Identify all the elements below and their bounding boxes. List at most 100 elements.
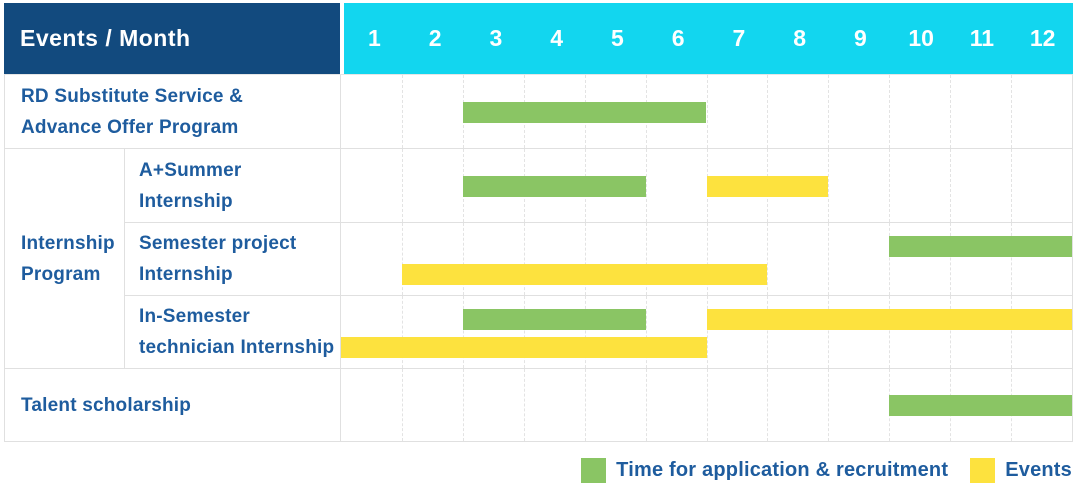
month-label-9: 9 — [853, 25, 867, 51]
month-gridline — [645, 296, 647, 368]
month-label-11: 11 — [969, 25, 995, 51]
row-label: In-Semester technician Internship — [125, 296, 341, 368]
group-label-line: Internship — [21, 232, 115, 254]
month-gridline — [828, 223, 830, 295]
month-gridline — [950, 149, 952, 222]
row-label: RD Substitute Service & Advance Offer Pro… — [5, 75, 341, 148]
month-gridline — [1011, 223, 1013, 295]
month-gridline — [767, 223, 769, 295]
month-gridline — [889, 296, 891, 368]
month-label-3: 3 — [489, 25, 503, 51]
row-chart — [341, 223, 1072, 295]
month-gridline — [828, 149, 830, 222]
yellow-bar — [706, 309, 1072, 330]
group-label: Internship Program — [5, 149, 125, 368]
legend-label: Time for application & recruitment — [616, 459, 949, 481]
month-gridline — [1011, 149, 1013, 222]
month-label-12: 12 — [1029, 25, 1056, 51]
month-label-4: 4 — [550, 25, 564, 51]
month-label-5: 5 — [610, 25, 624, 51]
yellow-bar — [706, 175, 829, 197]
yellow-bar — [341, 337, 707, 358]
month-gridline — [828, 369, 830, 441]
gantt-body: RD Substitute Service & Advance Offer Pro… — [4, 74, 1073, 442]
month-gridline — [706, 223, 708, 295]
row-label-line: RD Substitute Service & — [21, 85, 244, 107]
month-gridline — [462, 369, 464, 441]
month-gridline — [767, 296, 769, 368]
month-gridline — [889, 75, 891, 148]
month-gridline — [584, 223, 586, 295]
table-row: A+Summer Internship — [125, 149, 1072, 222]
group-subrows: A+Summer Internship Semester project Intern… — [125, 149, 1072, 368]
month-gridline — [1011, 296, 1013, 368]
month-label-2: 2 — [428, 25, 442, 51]
row-label-line: Internship — [139, 264, 233, 285]
green-bar — [462, 101, 707, 123]
month-gridline — [523, 223, 525, 295]
row-chart — [341, 296, 1072, 368]
row-label: Semester project Internship — [125, 223, 341, 295]
group-label-line: Program — [21, 263, 101, 285]
month-label-8: 8 — [793, 25, 807, 51]
month-gridline — [889, 149, 891, 222]
legend-yellow-swatch — [970, 458, 996, 483]
month-gridline — [889, 223, 891, 295]
internship-program-group: Internship Program A+Summer Internship Semes… — [5, 148, 1072, 368]
legend: Time for application & recruitment Events — [581, 458, 1072, 483]
month-gridline — [523, 369, 525, 441]
legend-green-swatch — [581, 458, 607, 483]
row-label: Talent scholarship — [5, 369, 341, 441]
month-gridline — [950, 223, 952, 295]
month-label-6: 6 — [671, 25, 685, 51]
month-gridline — [706, 296, 708, 368]
green-bar — [462, 309, 646, 330]
month-label-10: 10 — [908, 25, 934, 51]
gantt-table: Events / Month 1 2 3 4 5 6 7 8 9 10 11 12 RD Substi… — [4, 3, 1073, 442]
green-bar — [889, 395, 1072, 416]
month-gridline — [706, 369, 708, 441]
legend-item: Time for application & recruitment — [581, 458, 948, 483]
row-chart — [341, 369, 1072, 441]
month-gridline — [401, 296, 403, 368]
month-gridline — [584, 296, 586, 368]
month-gridline — [645, 223, 647, 295]
legend-label: Events — [1005, 459, 1072, 481]
month-gridline — [828, 75, 830, 148]
month-gridline — [645, 149, 647, 222]
month-gridline — [706, 75, 708, 148]
row-chart — [341, 149, 1072, 222]
month-gridline — [950, 75, 952, 148]
month-label-7: 7 — [732, 25, 746, 51]
month-gridline — [401, 149, 403, 222]
month-gridline — [401, 75, 403, 148]
row-label-line: Internship — [139, 190, 233, 212]
yellow-bar — [401, 264, 768, 285]
month-gridline — [950, 296, 952, 368]
month-gridline — [767, 75, 769, 148]
month-header-row: 1 2 3 4 5 6 7 8 9 10 11 12 — [344, 3, 1073, 74]
row-label-line: In-Semester — [139, 306, 250, 327]
header-row: Events / Month 1 2 3 4 5 6 7 8 9 10 11 12 — [4, 3, 1073, 74]
table-row: Talent scholarship — [5, 368, 1072, 441]
events-month-header: Events / Month — [4, 3, 340, 74]
month-gridline — [645, 369, 647, 441]
month-gridline — [523, 296, 525, 368]
legend-item: Events — [970, 458, 1072, 483]
month-gridline — [462, 296, 464, 368]
table-row: In-Semester technician Internship — [125, 295, 1072, 368]
row-label-line: A+Summer — [139, 159, 242, 181]
row-label-line: Talent scholarship — [21, 394, 192, 416]
table-row: Semester project Internship — [125, 222, 1072, 295]
header-gap — [340, 3, 344, 74]
month-gridline — [401, 369, 403, 441]
table-row: RD Substitute Service & Advance Offer Pro… — [5, 75, 1072, 148]
month-gridline — [401, 223, 403, 295]
green-bar — [889, 236, 1072, 257]
green-bar — [462, 175, 646, 197]
month-gridline — [462, 223, 464, 295]
row-chart — [341, 75, 1072, 148]
month-gridline — [767, 369, 769, 441]
row-label-line: Semester project — [139, 233, 297, 254]
month-gridline — [584, 369, 586, 441]
